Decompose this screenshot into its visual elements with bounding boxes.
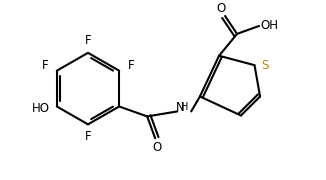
Text: H: H: [182, 102, 189, 112]
Text: HO: HO: [32, 102, 50, 115]
Text: F: F: [85, 130, 91, 143]
Text: N: N: [176, 101, 185, 114]
Text: S: S: [261, 59, 268, 72]
Text: OH: OH: [260, 19, 278, 32]
Text: O: O: [216, 2, 226, 15]
Text: F: F: [85, 34, 91, 47]
Text: O: O: [153, 141, 162, 154]
Text: F: F: [128, 59, 135, 72]
Text: F: F: [41, 59, 48, 72]
